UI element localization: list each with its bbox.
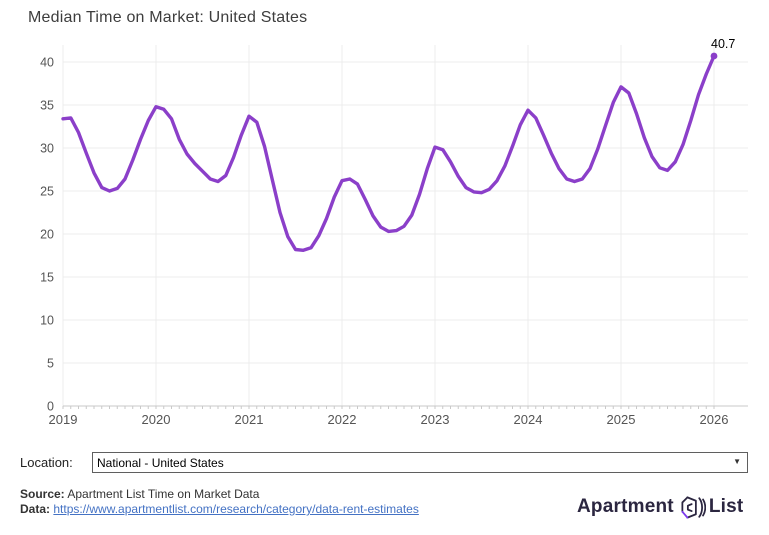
x-tick-label: 2026 (700, 412, 729, 427)
x-tick-label: 2023 (421, 412, 450, 427)
end-value-label: 40.7 (711, 37, 735, 51)
end-point-dot (710, 52, 718, 60)
y-tick-label: 35 (40, 99, 54, 113)
x-tick-label: 2022 (328, 412, 357, 427)
y-tick-label: 40 (40, 56, 54, 70)
x-tick-label: 2024 (514, 412, 543, 427)
y-tick-label: 10 (40, 314, 54, 328)
apartment-list-house-icon (681, 495, 706, 519)
y-tick-label: 25 (40, 185, 54, 199)
source-text: Apartment List Time on Market Data (64, 487, 260, 501)
y-tick-label: 0 (47, 400, 54, 414)
x-tick-label: 2020 (142, 412, 171, 427)
series-line (61, 54, 716, 253)
y-tick-label: 5 (47, 357, 54, 371)
chart-title: Median Time on Market: United States (28, 9, 308, 26)
footer-data-line: Data: https://www.apartmentlist.com/rese… (20, 502, 419, 516)
x-tick-label: 2025 (607, 412, 636, 427)
logo-word-apartment: Apartment (577, 496, 674, 517)
x-tick-label: 2019 (49, 412, 78, 427)
location-select[interactable]: National - United States (92, 452, 748, 473)
apartment-list-logo: Apartment List (577, 491, 743, 523)
logo-word-list: List (708, 496, 744, 517)
y-tick-label: 15 (40, 271, 54, 285)
x-tick-label: 2021 (235, 412, 264, 427)
data-label: Data: (20, 502, 51, 516)
y-tick-label: 30 (40, 142, 54, 156)
location-select-wrap: National - United States ▼ (92, 452, 748, 473)
source-label: Source: (20, 487, 65, 501)
location-label: Location: (20, 455, 73, 470)
y-tick-label: 20 (40, 228, 54, 242)
data-link[interactable]: https://www.apartmentlist.com/research/c… (53, 502, 419, 516)
footer-source-line: Source: Apartment List Time on Market Da… (20, 487, 259, 501)
location-row: Location: National - United States ▼ (0, 451, 769, 475)
